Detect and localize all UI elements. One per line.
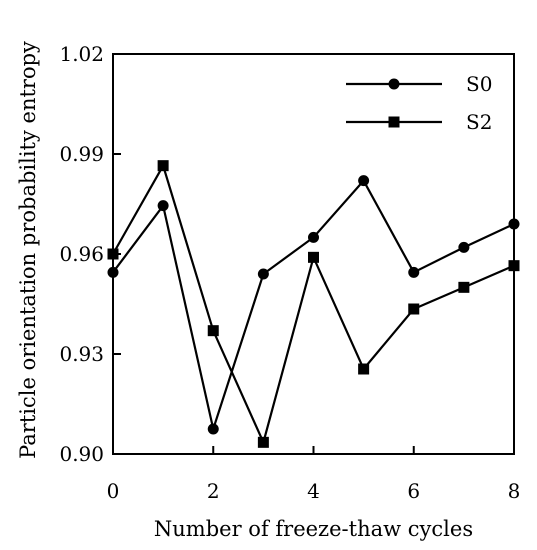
data-point: [358, 175, 370, 187]
x-tick-label: 0: [107, 479, 120, 503]
data-point: [207, 325, 219, 337]
y-tick-label: 1.02: [59, 42, 104, 66]
data-point: [157, 160, 169, 172]
legend-item-s0: S0: [346, 72, 492, 96]
data-point: [358, 363, 370, 375]
data-point: [508, 218, 520, 230]
y-axis-title: Particle orientation probability entropy: [16, 41, 40, 459]
data-point: [408, 266, 420, 278]
data-point: [308, 231, 319, 243]
y-tick-label: 0.93: [59, 342, 104, 366]
data-point: [458, 241, 470, 253]
series-s2: [107, 160, 520, 448]
data-point: [458, 281, 470, 293]
y-tick-label: 0.96: [59, 242, 104, 266]
data-point: [107, 248, 119, 260]
x-tick-label: 8: [508, 479, 521, 503]
data-point: [408, 303, 420, 315]
series-layer: [107, 160, 520, 448]
data-point: [257, 436, 269, 448]
legend-marker: [388, 78, 400, 90]
legend-item-s2: S2: [346, 110, 492, 134]
legend-marker: [388, 116, 400, 128]
data-point: [508, 260, 520, 272]
legend: S0 S2: [346, 72, 492, 134]
series-line: [112, 178, 515, 434]
data-point: [157, 200, 169, 212]
data-point: [207, 423, 219, 435]
x-axis-title: Number of freeze-thaw cycles: [154, 517, 473, 541]
y-tick-label: 0.99: [59, 142, 104, 166]
x-tick-label: 4: [307, 479, 320, 503]
data-point: [107, 266, 119, 278]
data-point: [257, 268, 269, 280]
legend-label: S2: [466, 110, 492, 134]
y-tick-label: 0.90: [59, 442, 104, 466]
axis-tick-labels: 0 2 4 6 8 0.90 0.93 0.96 0.99 1.02: [59, 42, 520, 503]
x-tick-label: 2: [207, 479, 220, 503]
legend-label: S0: [466, 72, 492, 96]
data-point: [308, 251, 319, 263]
series-line: [112, 162, 515, 446]
series-s0: [107, 175, 520, 435]
x-tick-label: 6: [407, 479, 420, 503]
